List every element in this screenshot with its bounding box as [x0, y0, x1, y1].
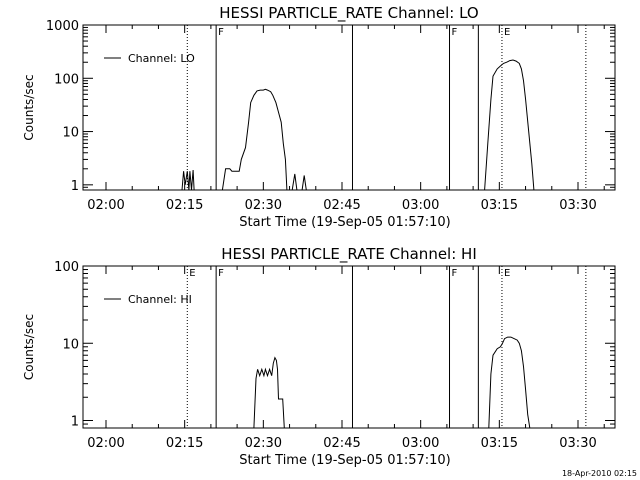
x-tick-label: 02:30	[245, 436, 282, 451]
y-tick-label: 100	[54, 72, 79, 87]
y-axis-label: Counts/sec	[22, 74, 36, 140]
x-tick-label: 03:15	[481, 436, 518, 451]
y-tick-label: 100	[54, 260, 79, 275]
y-axis-label: Counts/sec	[22, 314, 36, 380]
legend-label: Channel: LO	[128, 52, 195, 65]
y-tick-label: 1	[71, 179, 79, 194]
data-line	[488, 336, 531, 429]
x-tick-label: 03:30	[559, 198, 596, 213]
data-line	[291, 173, 298, 191]
x-tick-label: 02:15	[166, 198, 203, 213]
timestamp: 18-Apr-2010 02:15	[562, 469, 637, 478]
data-line	[221, 88, 288, 191]
data-line	[181, 169, 195, 191]
y-tick-label: 10	[62, 126, 79, 141]
x-tick-label: 02:45	[323, 436, 360, 451]
plot-frame	[82, 265, 616, 429]
y-tick-label: 1000	[46, 19, 79, 34]
data-line	[253, 356, 285, 429]
x-tick-label: 02:15	[166, 436, 203, 451]
marker-flag: E	[189, 268, 195, 279]
x-tick-label: 03:00	[402, 198, 439, 213]
panel-hi: HESSI PARTICLE_RATE Channel: HI Start Tim…	[22, 245, 616, 468]
marker-flag: F	[452, 27, 458, 38]
y-tick-label: 1	[71, 415, 79, 430]
marker-flag: F	[452, 268, 458, 279]
x-tick-label: 03:00	[402, 436, 439, 451]
marker-flag: E	[504, 268, 510, 279]
x-tick-label: 03:30	[559, 436, 596, 451]
x-tick-label: 03:15	[481, 198, 518, 213]
plot-frame	[82, 24, 616, 191]
marker-flag: F	[218, 27, 224, 38]
y-tick-label: 10	[62, 337, 79, 352]
panel-lo: HESSI PARTICLE_RATE Channel: LO Start Tim…	[22, 4, 616, 230]
x-axis-label: Start Time (19-Sep-05 01:57:10)	[239, 215, 450, 230]
x-tick-label: 02:00	[87, 436, 124, 451]
x-axis-label: Start Time (19-Sep-05 01:57:10)	[239, 453, 450, 468]
chart-title: HESSI PARTICLE_RATE Channel: HI	[221, 245, 477, 264]
legend-label: Channel: HI	[128, 293, 192, 306]
data-line	[301, 175, 307, 191]
data-line	[484, 59, 535, 191]
marker-flag: F	[218, 268, 224, 279]
x-tick-label: 02:00	[87, 198, 124, 213]
x-tick-label: 02:30	[245, 198, 282, 213]
chart-title: HESSI PARTICLE_RATE Channel: LO	[219, 4, 478, 23]
x-tick-label: 02:45	[323, 198, 360, 213]
marker-flag: E	[504, 27, 510, 38]
